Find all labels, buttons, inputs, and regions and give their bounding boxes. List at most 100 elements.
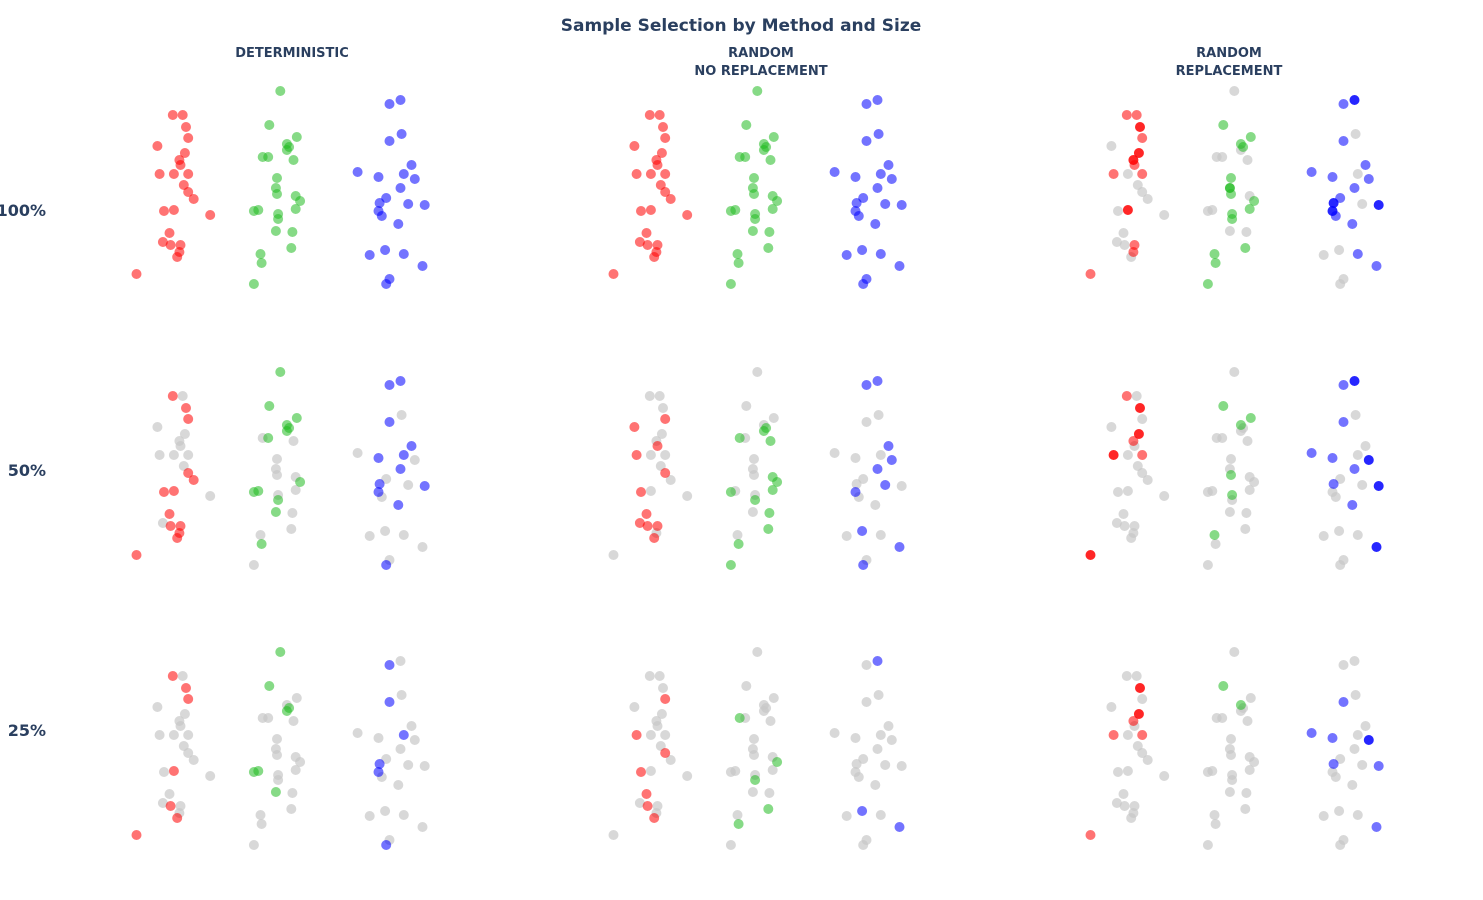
- point-unselected: [1137, 187, 1148, 197]
- point-green-selected: [1235, 700, 1246, 710]
- point-blue-selected: [1347, 219, 1358, 229]
- point-green-selected: [1202, 279, 1213, 289]
- point-unselected: [752, 367, 763, 377]
- point-unselected: [373, 733, 384, 743]
- point-red-selected: [159, 487, 169, 497]
- point-green-selected: [767, 485, 778, 495]
- point-unselected: [634, 798, 645, 808]
- point-blue-selected: [398, 169, 409, 179]
- point-unselected: [1229, 367, 1240, 377]
- point-red-selected: [177, 110, 188, 120]
- point-red-selected: [660, 133, 671, 143]
- point-red-selected: [1133, 148, 1144, 158]
- column-title: RANDOM NO REPLACEMENT: [694, 46, 827, 79]
- point-blue-selected: [381, 560, 392, 570]
- point-green-selected: [295, 196, 306, 206]
- point-unselected: [1357, 480, 1368, 490]
- point-blue-selected: [384, 99, 395, 109]
- point-unselected: [1119, 801, 1130, 811]
- point-green-selected: [772, 757, 783, 767]
- point-unselected: [1137, 748, 1148, 758]
- point-unselected: [183, 450, 194, 460]
- point-red-selected: [660, 187, 671, 197]
- point-unselected: [177, 391, 188, 401]
- point-red-selected: [131, 550, 142, 560]
- point-unselected: [1210, 539, 1221, 549]
- point-unselected: [682, 771, 693, 781]
- point-unselected: [398, 530, 409, 540]
- point-green-selected: [741, 120, 752, 130]
- point-green-selected: [248, 279, 259, 289]
- point-unselected: [1142, 755, 1153, 765]
- point-blue-selected: [1306, 167, 1317, 177]
- point-green-selected: [734, 713, 745, 723]
- point-unselected: [749, 454, 759, 464]
- point-unselected: [1360, 441, 1371, 451]
- point-green-selected: [749, 189, 759, 199]
- point-unselected: [403, 760, 414, 770]
- point-green-selected: [1218, 120, 1229, 130]
- point-blue-selected: [1306, 728, 1317, 738]
- point-unselected: [1159, 771, 1170, 781]
- point-unselected: [1210, 819, 1221, 829]
- point-red-selected: [642, 521, 653, 531]
- point-unselected: [175, 721, 186, 731]
- point-unselected: [168, 450, 179, 460]
- point-blue-selected: [1328, 479, 1339, 489]
- point-unselected: [629, 702, 640, 712]
- point-unselected: [656, 429, 667, 439]
- point-green-selected: [764, 508, 775, 518]
- point-unselected: [841, 531, 852, 541]
- point-red-selected: [183, 169, 194, 179]
- point-blue-selected: [1338, 697, 1349, 707]
- point-green-selected: [253, 205, 264, 215]
- point-unselected: [656, 709, 667, 719]
- point-green-selected: [270, 226, 281, 236]
- point-red-selected: [1108, 169, 1119, 179]
- point-unselected: [1318, 811, 1329, 821]
- panel-100pct-col1: [608, 86, 907, 289]
- point-unselected: [1207, 205, 1218, 215]
- point-unselected: [749, 470, 759, 480]
- point-red-selected: [652, 521, 663, 531]
- point-unselected: [1226, 734, 1236, 744]
- point-red-selected: [660, 748, 671, 758]
- point-unselected: [1217, 152, 1228, 162]
- point-blue-selected: [886, 174, 897, 184]
- row-label: 100%: [0, 201, 46, 220]
- point-green-selected: [291, 132, 302, 142]
- point-unselected: [768, 413, 779, 423]
- point-red-selected: [168, 205, 179, 215]
- point-green-selected: [1226, 189, 1236, 199]
- point-unselected: [286, 804, 297, 814]
- point-unselected: [1357, 199, 1368, 209]
- point-unselected: [1335, 279, 1346, 289]
- point-unselected: [205, 771, 216, 781]
- point-green-selected: [291, 413, 302, 423]
- point-red-selected: [165, 240, 176, 250]
- point-unselected: [660, 730, 671, 740]
- point-red-selected: [152, 141, 163, 151]
- point-unselected: [272, 734, 282, 744]
- point-red-selected: [1128, 436, 1139, 446]
- point-green-selected: [270, 507, 281, 517]
- point-unselected: [403, 480, 414, 490]
- point-blue-selected: [1328, 759, 1339, 769]
- point-unselected: [1122, 486, 1133, 496]
- point-red-selected: [645, 169, 656, 179]
- point-green-selected: [763, 804, 774, 814]
- point-red-selected: [644, 110, 655, 120]
- point-green-selected: [253, 766, 264, 776]
- point-red-selected: [1085, 269, 1096, 279]
- point-red-selected: [634, 518, 645, 528]
- point-blue-selected: [896, 200, 907, 210]
- point-unselected: [1202, 840, 1213, 850]
- point-green-selected: [281, 706, 292, 716]
- point-unselected: [665, 755, 676, 765]
- point-red-selected: [660, 694, 671, 704]
- point-unselected: [272, 750, 282, 760]
- point-red-selected: [179, 148, 190, 158]
- point-unselected: [741, 681, 752, 691]
- point-red-selected: [1133, 429, 1144, 439]
- point-unselected: [730, 766, 741, 776]
